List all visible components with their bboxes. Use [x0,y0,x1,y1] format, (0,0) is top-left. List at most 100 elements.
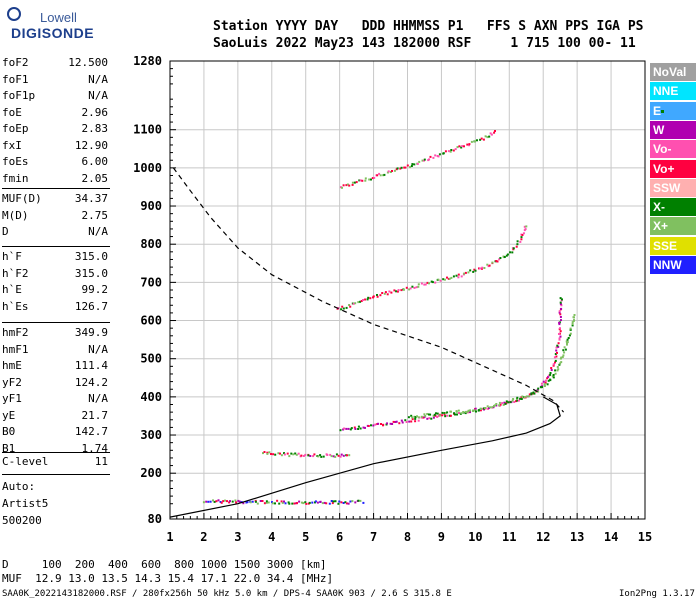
echo-point [291,502,294,505]
echo-point [406,164,409,167]
echo-point [288,455,291,458]
echo-point [488,135,491,138]
echo-point [348,304,351,306]
echo-point [284,502,287,505]
echo-point [467,409,470,412]
echo-point [431,281,434,284]
echo-point [345,306,348,309]
echo-point [513,401,516,403]
echo-trace [336,225,528,311]
legend-item: E [650,101,696,120]
chart-legend: NoVal NNE E W Vo- Vo+ SSW X- X+ SSE NNW [650,63,698,274]
echo-point [452,275,455,278]
parameter-row: MUF(D) 34.37 [2,192,108,208]
echo-point [559,362,562,365]
echo-point [446,414,449,417]
echo-point [304,501,307,504]
echo-point [450,149,453,151]
echo-point [558,321,561,324]
echo-point [558,310,561,313]
echo-point [563,346,566,349]
echo-point [305,502,308,505]
parameter-name: hmF2 [2,326,29,339]
echo-point [379,174,382,177]
parameter-row: h`F 315.0 [2,250,108,266]
echo-point [347,427,350,430]
echo-point [359,179,362,182]
echo-point [509,251,512,254]
echo-trace [262,451,351,458]
parameter-panel: foF2 12.500 foF1 N/A foF1p N/A foE 2.96 foEp 2.83… [2,56,110,526]
echo-point [349,500,352,503]
parameter-name: fmin [2,171,29,185]
electron-density-profile [169,396,561,518]
echo-point [430,280,433,283]
chart-lines [169,167,565,518]
echo-point [486,263,489,266]
parameter-row: yF2 124.2 [2,376,108,392]
parameter-name: h`E [2,283,22,296]
echo-point [493,131,496,134]
echo-point [499,403,502,406]
echo-point [354,302,357,305]
echo-point [489,132,492,135]
echo-point [220,501,223,504]
echo-point [319,454,322,457]
echo-point [351,181,354,184]
echo-point [309,455,312,457]
echo-point [558,323,561,326]
echo-point [523,225,526,228]
echo-point [338,500,341,503]
echo-point [300,501,303,504]
echo-point [332,500,335,503]
echo-point [569,327,572,330]
echo-point [226,500,228,503]
echo-point [429,155,432,158]
echo-point [395,290,398,293]
echo-point [411,163,414,166]
echo-point [249,501,252,504]
echo-point [294,452,297,455]
x-tick-label: 2 [200,530,207,544]
echo-point [387,170,390,173]
echo-point [568,334,571,337]
echo-point [482,407,485,410]
echo-point [496,260,499,263]
echo-point [559,303,562,306]
parameter-row: D N/A [2,225,108,241]
x-tick-label: 14 [604,530,618,544]
echo-point [360,300,363,302]
x-tick-label: 8 [404,530,411,544]
echo-point [557,342,560,345]
echo-point [358,179,361,182]
echo-point [405,286,408,289]
echo-point [314,500,317,503]
parameter-row: foEs 6.00 [2,155,108,171]
echo-point [516,240,519,243]
chart-marks [202,130,576,505]
echo-point [224,499,226,502]
echo-point [554,369,557,372]
parameter-row: fmin 2.05 [2,172,108,188]
echo-point [573,314,576,316]
echo-point [448,277,451,280]
echo-point [393,289,396,292]
footer-version: Ion2Png 1.3.17 [619,589,695,599]
echo-point [571,323,574,325]
echo-point [486,405,489,408]
parameter-value: 21.7 [81,408,109,422]
echo-point [395,420,398,423]
echo-point [515,397,518,400]
echo-point [525,225,528,228]
echo-point [307,454,310,457]
separator [2,474,110,475]
echo-point [411,416,414,419]
echo-point [277,452,280,455]
echo-point [394,421,397,423]
echo-point [482,138,485,141]
echo-point [439,279,442,282]
echo-point [569,332,572,335]
echo-point [561,298,563,301]
parameter-row: foF1p N/A [2,89,108,105]
